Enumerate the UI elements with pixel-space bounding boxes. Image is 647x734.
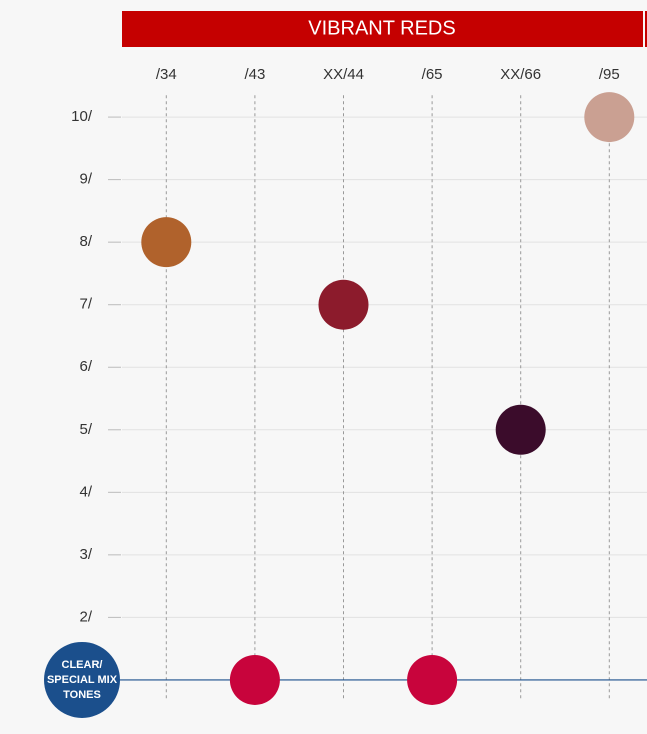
banner-edge: [645, 11, 647, 47]
y-tick-label: 10/: [71, 108, 93, 125]
reference-label: TONES: [63, 689, 101, 701]
shade-swatch: [141, 217, 192, 268]
y-tick-label: 4/: [79, 483, 92, 500]
y-tick-label: 8/: [79, 233, 92, 250]
shade-swatch: [584, 92, 635, 143]
x-tick-label: /34: [156, 66, 177, 83]
x-tick-label: XX/44: [323, 66, 364, 83]
shade-swatch: [229, 654, 280, 705]
y-tick-label: 3/: [79, 546, 92, 563]
reference-label: SPECIAL MIX: [47, 674, 118, 686]
y-tick-label: 2/: [79, 608, 92, 625]
y-tick-label: 7/: [79, 296, 92, 313]
y-tick-label: 9/: [79, 171, 92, 188]
reference-badge: [44, 641, 120, 718]
shade-swatch: [318, 279, 369, 330]
title-banner: [122, 11, 643, 47]
reference-label: CLEAR/: [62, 659, 103, 671]
y-tick-label: 6/: [79, 358, 92, 375]
x-tick-label: /43: [244, 66, 265, 83]
shade-swatch: [495, 404, 546, 455]
shade-swatch: [407, 654, 458, 705]
x-tick-label: /95: [599, 66, 620, 83]
x-tick-label: XX/66: [500, 66, 541, 83]
x-tick-label: /65: [422, 66, 443, 83]
y-tick-label: 5/: [79, 421, 92, 438]
chart-title: VIBRANT REDS: [308, 17, 455, 39]
